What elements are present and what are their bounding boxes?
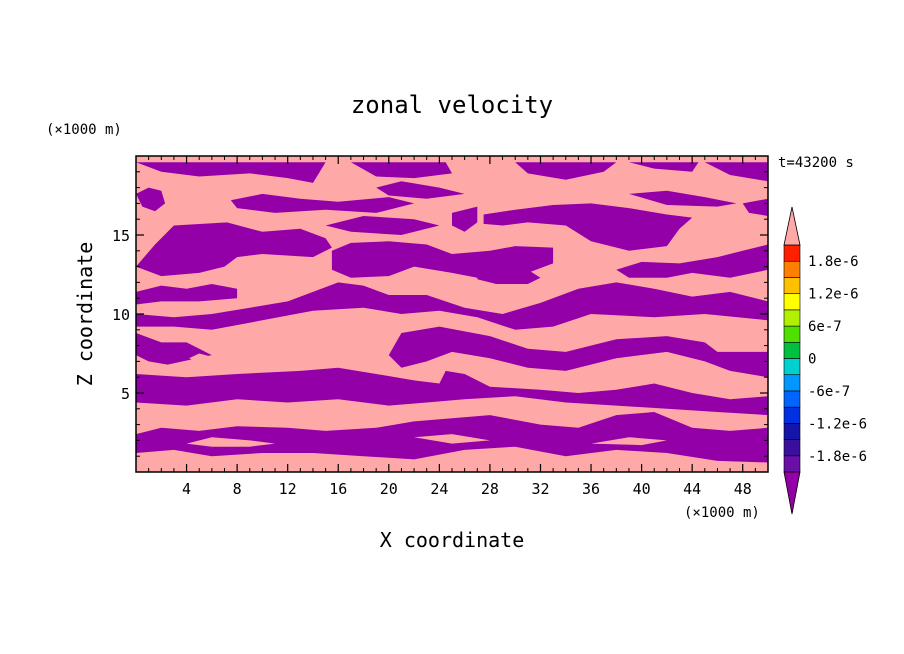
y-tick-label: 10 [112, 306, 130, 324]
colorbar-label: -1.8e-6 [808, 449, 867, 465]
colorbar-label: 0 [808, 352, 816, 368]
positive-velocity-region [189, 353, 212, 363]
negative-velocity-region [477, 266, 541, 284]
colorbar-level [783, 293, 801, 311]
colorbar-level [783, 309, 801, 327]
chart-title: zonal velocity [351, 91, 553, 119]
y-unit-label: (×1000 m) [46, 122, 122, 138]
colorbar-level [783, 390, 801, 408]
colorbar-level [783, 374, 801, 392]
negative-velocity-region [515, 162, 617, 180]
x-tick-label: 36 [582, 480, 600, 498]
y-axis: 5 10 15 [112, 171, 768, 457]
colorbar-level [783, 358, 801, 376]
negative-velocity-region [350, 162, 452, 179]
x-tick-label: 44 [683, 480, 701, 498]
negative-velocity-region [629, 162, 699, 172]
negative-velocity-region [136, 162, 326, 183]
positive-velocity-region [591, 437, 667, 446]
positive-velocity-region [252, 293, 263, 299]
colorbar-level [783, 423, 801, 440]
x-tick-label: 8 [233, 480, 242, 498]
negative-velocity-region [136, 222, 332, 277]
plot-area [135, 155, 769, 473]
y-tick-label: 15 [112, 227, 130, 245]
negative-velocity-region [136, 187, 166, 212]
x-tick-label: 40 [633, 480, 651, 498]
x-tick-label: 48 [734, 480, 752, 498]
negative-velocity-region [136, 284, 238, 305]
x-tick-label: 12 [279, 480, 297, 498]
negative-velocity-region [325, 216, 440, 235]
x-tick-label: 20 [380, 480, 398, 498]
positive-velocity-region [414, 434, 490, 444]
colorbar-label: 1.8e-6 [808, 254, 859, 270]
colorbar-label: 6e-7 [808, 319, 842, 335]
negative-velocity-region [136, 282, 768, 330]
negative-velocity-region [230, 193, 415, 213]
time-label: t=43200 s [778, 155, 854, 171]
colorbar-level [783, 244, 801, 262]
negative-velocity-region [616, 244, 768, 278]
negative-velocity-region [742, 198, 768, 216]
colorbar-level [783, 277, 801, 294]
colorbar-level [783, 325, 801, 343]
colorbar-level [783, 455, 801, 473]
x-tick-label: 24 [430, 480, 448, 498]
negative-velocity-region [452, 206, 478, 232]
negative-velocity-region [388, 326, 768, 378]
colorbar-level [783, 439, 801, 457]
x-axis: 4 8 12 16 20 24 28 32 36 40 44 48 [148, 156, 756, 498]
colorbar-label: 1.2e-6 [808, 287, 859, 303]
colorbar: 1.8e-6 1.2e-6 6e-7 0 -6e-7 -1.2e-6 -1.8e-6 [783, 206, 867, 515]
negative-velocity-region [376, 181, 465, 199]
y-axis-label: Z coordinate [73, 242, 97, 387]
negative-velocity-region [704, 162, 768, 182]
x-tick-label: 16 [329, 480, 347, 498]
positive-velocity-region [186, 437, 275, 447]
colorbar-under-triangle [783, 471, 801, 515]
colorbar-level [783, 406, 801, 424]
negative-velocity-region [629, 190, 737, 207]
y-tick-label: 5 [121, 385, 130, 403]
x-tick-label: 28 [481, 480, 499, 498]
negative-velocity-region [483, 203, 693, 251]
colorbar-level [783, 341, 801, 359]
colorbar-label: -6e-7 [808, 384, 850, 400]
x-tick-label: 4 [182, 480, 191, 498]
negative-velocity-region [136, 367, 768, 416]
x-tick-label: 32 [531, 480, 549, 498]
x-unit-label: (×1000 m) [684, 505, 760, 521]
colorbar-over-triangle [783, 206, 801, 246]
x-axis-label: X coordinate [380, 528, 525, 552]
colorbar-level [783, 260, 801, 278]
colorbar-label: -1.2e-6 [808, 416, 867, 432]
